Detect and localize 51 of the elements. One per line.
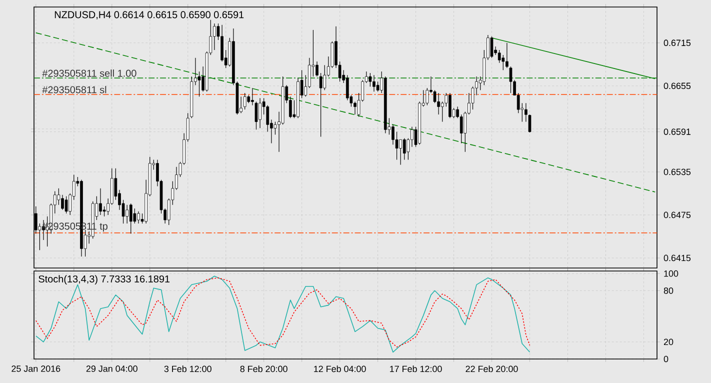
x-tick-label: 8 Feb 20:00: [240, 366, 288, 372]
candlestick: [61, 194, 64, 210]
candlestick: [448, 92, 452, 118]
candlestick: [372, 74, 376, 92]
candlestick: [133, 208, 136, 224]
candlestick: [220, 24, 224, 62]
candlestick: [399, 139, 402, 166]
candlestick: [266, 104, 270, 132]
y-tick-label: 0.6535: [664, 168, 691, 176]
x-tick-label: 3 Feb 12:00: [164, 366, 212, 372]
candlestick: [102, 206, 106, 217]
y-tick-label: 0.6655: [664, 82, 691, 90]
candlestick: [502, 54, 505, 70]
candlestick: [213, 23, 216, 50]
x-tick-label: 22 Feb 20:00: [466, 366, 518, 372]
candlestick: [258, 98, 262, 128]
y-tick-label: 100: [664, 270, 678, 277]
candlestick: [426, 88, 429, 106]
candlestick: [243, 92, 246, 110]
ref-line-label: #293505811 sell 1.00: [42, 69, 136, 77]
y-tick-label: 80: [664, 287, 674, 294]
y-tick-label: 0.6415: [664, 254, 691, 262]
chart-title: Stoch(13,4,3) 7.7333 16.1891: [38, 275, 170, 284]
candlestick: [64, 196, 68, 214]
chart-title: NZDUSD,H4 0.6614 0.6615 0.6590 0.6591: [54, 11, 244, 20]
candlestick: [402, 138, 406, 160]
candlestick: [368, 72, 372, 87]
candlestick: [316, 61, 318, 77]
candlestick: [376, 81, 380, 92]
candlestick: [490, 36, 494, 58]
ref-line-label: #293505811 sl: [42, 86, 106, 94]
candlestick: [137, 211, 140, 224]
candlestick: [323, 64, 326, 90]
candlestick: [346, 74, 349, 101]
candlestick: [57, 188, 60, 206]
y-tick-label: 0.6715: [664, 40, 691, 46]
candlestick: [126, 204, 128, 224]
candlestick: [437, 92, 440, 115]
y-tick-label: 0.6475: [664, 212, 691, 218]
candlestick: [498, 50, 501, 64]
x-tick-label: 29 Jan 04:00: [86, 366, 138, 372]
candlestick: [392, 124, 394, 145]
candlestick: [129, 203, 132, 234]
x-tick-label: 25 Jan 2016: [12, 366, 60, 372]
y-tick-label: 20: [664, 338, 674, 346]
candlestick: [99, 188, 102, 216]
x-tick-label: 12 Feb 04:00: [314, 366, 366, 372]
x-tick-label: 17 Feb 12:00: [390, 366, 442, 372]
y-tick-label: 0: [664, 356, 668, 362]
candlestick: [319, 72, 322, 138]
y-tick-label: 0.6591: [664, 128, 690, 135]
